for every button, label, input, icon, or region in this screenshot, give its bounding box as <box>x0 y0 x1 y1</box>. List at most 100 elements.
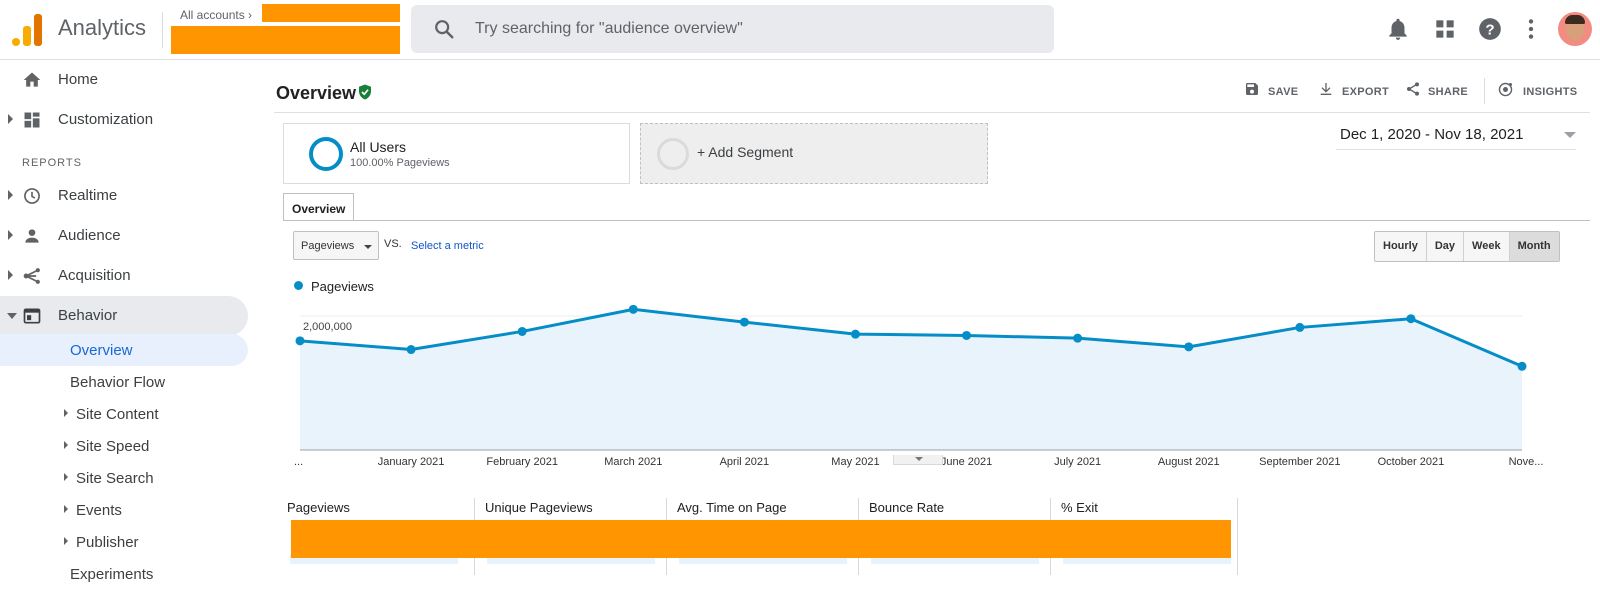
x-tick-label: April 2021 <box>720 456 770 468</box>
sparkline-area <box>679 554 847 564</box>
x-tick-label: Nove... <box>1509 456 1544 468</box>
metric-select-value: Pageviews <box>301 240 355 252</box>
sidebar-subitem-behavior-flow[interactable]: Behavior Flow <box>0 366 248 398</box>
metric-header: % Exit <box>1061 500 1098 515</box>
x-tick-label: ... <box>294 456 303 468</box>
caret-right-icon <box>8 114 13 124</box>
segment-all-users[interactable]: All Users 100.00% Pageviews <box>283 123 630 184</box>
caret-right-icon <box>64 505 68 513</box>
share-label: SHARE <box>1428 86 1469 98</box>
add-segment-button[interactable]: + Add Segment <box>640 123 988 184</box>
divider <box>1336 149 1576 150</box>
dashboard-icon <box>24 112 40 128</box>
more-vert-icon[interactable] <box>1518 16 1544 42</box>
sidebar-subitem-label: Overview <box>70 342 133 359</box>
data-point <box>406 345 416 355</box>
sidebar-subitem-experiments[interactable]: Experiments <box>0 558 248 590</box>
sidebar-subitem-site-search[interactable]: Site Search <box>0 462 248 494</box>
main-content: Overview SAVE EXPORT SHARE INSIGHTS All … <box>274 60 1600 605</box>
sidebar-item-behavior[interactable]: Behavior <box>0 296 248 336</box>
sidebar-item-label: Home <box>58 71 99 88</box>
sidebar-subitem-publisher[interactable]: Publisher <box>0 526 248 558</box>
sidebar-subitem-label: Site Content <box>76 406 159 423</box>
series-line <box>299 307 1523 368</box>
export-label: EXPORT <box>1342 86 1390 98</box>
search-icon <box>435 20 454 39</box>
sidebar-subitem-label: Events <box>76 502 122 519</box>
apps-grid-icon[interactable] <box>1432 16 1458 42</box>
sidebar-item-audience[interactable]: Audience <box>0 216 248 256</box>
sidebar-subitem-site-speed[interactable]: Site Speed <box>0 430 248 462</box>
granularity-day-button[interactable]: Day <box>1425 232 1463 261</box>
sidebar-subitem-site-content[interactable]: Site Content <box>0 398 248 430</box>
x-tick-label: September 2021 <box>1259 456 1340 468</box>
sidebar-item-home[interactable]: Home <box>0 60 248 100</box>
sidebar: Home Customization REPORTS Realtime Audi… <box>0 60 262 605</box>
sidebar-item-acquisition[interactable]: Acquisition <box>0 256 248 296</box>
caret-down-icon[interactable] <box>1564 132 1576 138</box>
sidebar-item-realtime[interactable]: Realtime <box>0 176 248 216</box>
sidebar-item-label: Acquisition <box>58 267 131 284</box>
save-label: SAVE <box>1268 86 1299 98</box>
x-tick-label: July 2021 <box>1054 456 1101 468</box>
accounts-label[interactable]: All accounts <box>180 8 245 22</box>
caret-right-icon <box>8 270 13 280</box>
data-point <box>628 304 638 314</box>
help-icon[interactable]: ? <box>1477 16 1503 42</box>
metric-select[interactable]: Pageviews <box>293 231 379 260</box>
dropdown-arrow-icon <box>364 245 372 249</box>
sparkline-pageviews[interactable]: Pageviews <box>285 498 473 575</box>
x-tick-label: June 2021 <box>941 456 992 468</box>
select-metric-link[interactable]: Select a metric <box>411 240 484 252</box>
sidebar-item-label: Audience <box>58 227 121 244</box>
caret-right-icon <box>8 230 13 240</box>
sidebar-item-label: Customization <box>58 111 154 128</box>
person-icon <box>25 229 39 243</box>
data-point <box>850 329 860 339</box>
pageviews-line-chart: 2,000,0001,000,000...January 2021Februar… <box>294 304 1544 468</box>
sidebar-subitem-overview[interactable]: Overview <box>0 334 248 366</box>
granularity-hourly-button[interactable]: Hourly <box>1383 240 1418 252</box>
save-icon <box>1246 83 1258 95</box>
granularity-week-button[interactable]: Week <box>1463 232 1509 261</box>
caret-right-icon <box>64 441 68 449</box>
analytics-logo-icon[interactable] <box>12 14 42 46</box>
redacted-account-name <box>262 4 400 22</box>
redacted-property-name[interactable] <box>171 26 400 54</box>
x-tick-label: January 2021 <box>378 456 445 468</box>
tab-overview[interactable]: Overview <box>283 193 354 221</box>
search-bar[interactable]: Try searching for "audience overview" <box>411 5 1054 53</box>
sidebar-item-label: Realtime <box>58 187 118 204</box>
sidebar-subitem-events[interactable]: Events <box>0 494 248 526</box>
x-tick-label: May 2021 <box>831 456 879 468</box>
collapse-chart-toggle[interactable] <box>893 455 943 465</box>
search-input[interactable]: Try searching for "audience overview" <box>475 20 743 37</box>
metric-header: Unique Pageviews <box>485 500 593 515</box>
segment-subtext: 100.00% Pageviews <box>350 157 450 169</box>
y-tick-label: 2,000,000 <box>303 321 352 333</box>
bell-icon[interactable] <box>1385 16 1411 42</box>
caret-right-icon <box>8 190 13 200</box>
granularity-toggle: Hourly Day Week Month <box>1374 231 1560 262</box>
x-tick-label: March 2021 <box>604 456 662 468</box>
data-point <box>1517 361 1527 371</box>
metric-header: Pageviews <box>287 500 350 515</box>
avatar[interactable] <box>1558 12 1592 46</box>
share-icon <box>1407 82 1419 96</box>
x-tick-label: August 2021 <box>1158 456 1220 468</box>
sparkline-area <box>871 554 1039 564</box>
data-point <box>1406 314 1416 324</box>
granularity-month-button[interactable]: Month <box>1508 232 1559 261</box>
metric-header: Bounce Rate <box>869 500 945 515</box>
date-range-picker[interactable]: Dec 1, 2020 - Nov 18, 2021 <box>1340 126 1524 143</box>
accounts-breadcrumb[interactable]: All accounts › <box>180 8 252 22</box>
page-title: Overview <box>276 83 357 103</box>
sidebar-item-label: Behavior <box>58 307 118 324</box>
divider <box>162 12 163 48</box>
data-point <box>295 336 305 346</box>
data-point <box>962 330 972 340</box>
verified-shield-icon <box>359 84 371 100</box>
data-point <box>1295 322 1305 332</box>
sidebar-item-customization[interactable]: Customization <box>0 100 248 140</box>
home-icon <box>23 72 41 87</box>
